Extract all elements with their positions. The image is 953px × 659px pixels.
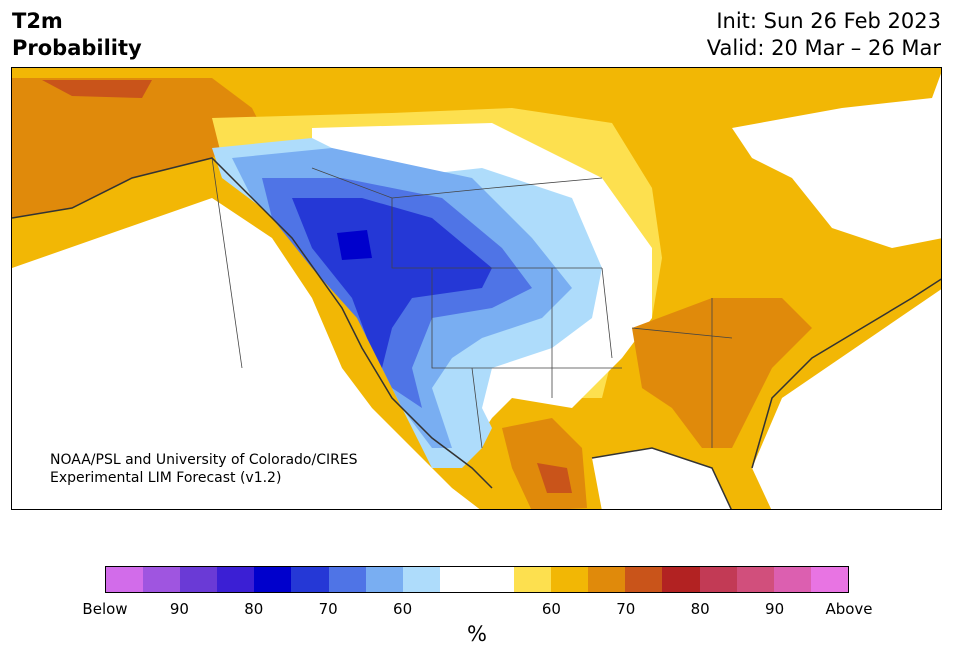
warm-80-texas bbox=[537, 463, 572, 493]
colorbar-below-3 bbox=[217, 567, 255, 592]
colorbar-above-4 bbox=[662, 567, 700, 592]
colorbar-tick-label: 60 bbox=[541, 600, 561, 618]
political-borders bbox=[211, 157, 733, 449]
atlantic-ocean bbox=[752, 289, 941, 509]
alaska-region bbox=[12, 78, 262, 218]
colorbar-above-2 bbox=[588, 567, 626, 592]
colorbar-above-6 bbox=[736, 567, 774, 592]
colorbar-tick-label: 90 bbox=[169, 600, 189, 618]
colorbar-tick-label: 70 bbox=[616, 600, 636, 618]
colorbar-above-5 bbox=[699, 567, 737, 592]
colorbar-below-4 bbox=[254, 567, 292, 592]
colorbar-below-2 bbox=[180, 567, 218, 592]
yellow-band bbox=[212, 108, 662, 398]
colorbar-above-7 bbox=[773, 567, 811, 592]
credit-line2: Experimental LIM Forecast (v1.2) bbox=[50, 470, 282, 486]
map-graphic bbox=[12, 68, 941, 509]
colorbar-above-1 bbox=[551, 567, 589, 592]
colorbar-below-0 bbox=[106, 567, 144, 592]
colorbar-tick-label: 70 bbox=[318, 600, 338, 618]
colorbar-below-6 bbox=[328, 567, 366, 592]
cold-core bbox=[337, 230, 372, 260]
colorbar-unit: % bbox=[467, 622, 487, 646]
credit-line1: NOAA/PSL and University of Colorado/CIRE… bbox=[50, 452, 358, 468]
colorbar-neutral bbox=[439, 567, 515, 592]
colorbar-tick-label: Above bbox=[825, 600, 873, 618]
date-info: Init: Sun 26 Feb 2023 Valid: 20 Mar – 26… bbox=[707, 8, 941, 62]
colorbar-tick-label: 80 bbox=[244, 600, 264, 618]
colorbar-below-7 bbox=[365, 567, 403, 592]
alaska-core bbox=[42, 80, 152, 98]
pacific-ocean bbox=[12, 198, 480, 509]
colorbar-tick-label: 60 bbox=[393, 600, 413, 618]
colorbar-below-1 bbox=[143, 567, 181, 592]
colorbar-tick-label: 90 bbox=[765, 600, 785, 618]
colorbar-above-8 bbox=[810, 567, 848, 592]
valid-range: Valid: 20 Mar – 26 Mar bbox=[706, 36, 941, 60]
title-product: Probability bbox=[12, 36, 142, 60]
title-variable: T2m bbox=[12, 9, 63, 33]
colorbar-above-0 bbox=[514, 567, 552, 592]
warm-70-east bbox=[632, 298, 812, 448]
colorbar-below-8 bbox=[402, 567, 440, 592]
map-title: T2m Probability bbox=[12, 8, 142, 62]
colorbar-below-5 bbox=[291, 567, 329, 592]
colorbar-above-3 bbox=[625, 567, 663, 592]
probability-colorbar bbox=[105, 566, 849, 593]
colorbar-tick-label: 80 bbox=[690, 600, 710, 618]
coastline bbox=[12, 157, 941, 509]
colorbar-tick-label: Below bbox=[82, 600, 128, 618]
init-date: Init: Sun 26 Feb 2023 bbox=[716, 9, 941, 33]
hudson-bay bbox=[732, 73, 941, 248]
map-credit: NOAA/PSL and University of Colorado/CIRE… bbox=[50, 451, 358, 487]
probability-map: NOAA/PSL and University of Colorado/CIRE… bbox=[11, 67, 942, 510]
